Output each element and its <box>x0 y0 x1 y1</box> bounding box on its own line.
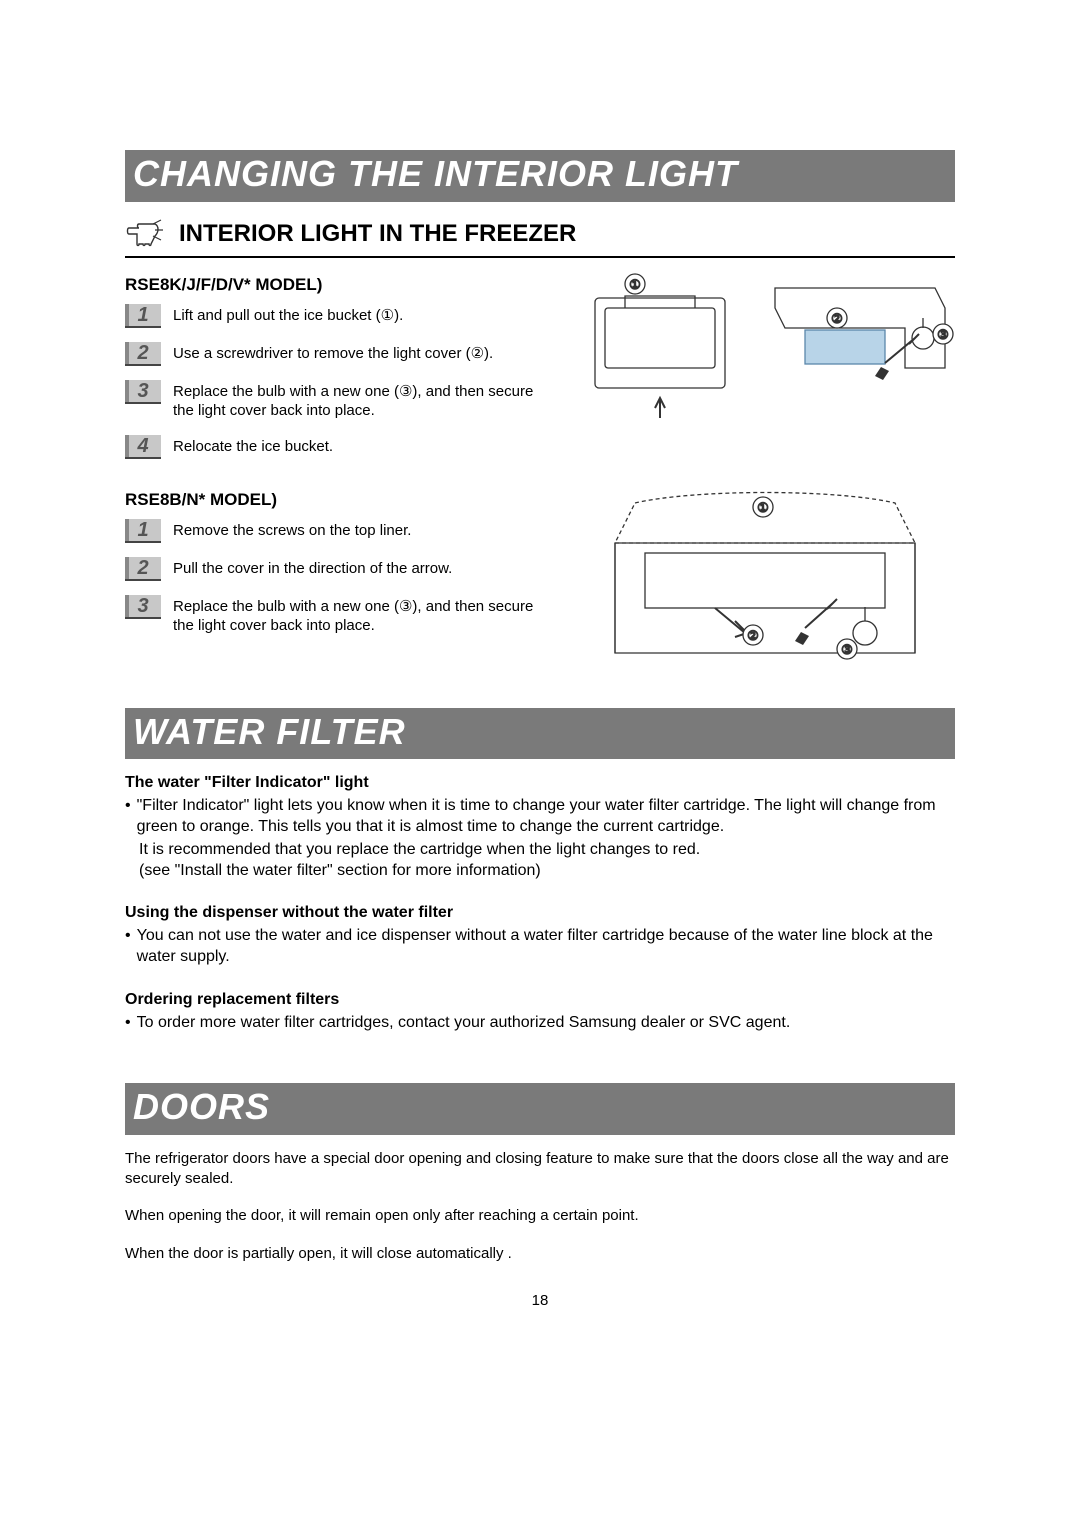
page-number: 18 <box>125 1291 955 1311</box>
section-title-water-filter: WATER FILTER <box>125 708 955 760</box>
svg-text:③: ③ <box>937 327 949 342</box>
step-text: Lift and pull out the ice bucket (①). <box>173 304 403 326</box>
model-a-heading: RSE8K/J/F/D/V* MODEL) <box>125 274 555 296</box>
diagram-model-b: ① ② ③ <box>575 483 955 673</box>
step-number-icon: 3 <box>125 380 161 404</box>
bullet-dot: • <box>125 926 131 968</box>
diagram-model-a: ① ② ③ <box>575 268 955 428</box>
svg-text:①: ① <box>757 500 769 515</box>
step-number-icon: 1 <box>125 519 161 543</box>
step-number-icon: 3 <box>125 595 161 619</box>
paragraph-text: The refrigerator doors have a special do… <box>125 1149 955 1188</box>
step-row: 2 Use a screwdriver to remove the light … <box>125 342 555 366</box>
step-text: Pull the cover in the direction of the a… <box>173 557 452 579</box>
pointing-hand-icon <box>125 216 169 252</box>
step-number-icon: 4 <box>125 435 161 459</box>
paragraph-block: Using the dispenser without the water fi… <box>125 903 955 967</box>
paragraph-heading: Ordering replacement filters <box>125 990 955 1011</box>
model-b-row: RSE8B/N* MODEL) 1 Remove the screws on t… <box>125 483 955 680</box>
paragraph-block: Ordering replacement filters • To order … <box>125 990 955 1034</box>
step-row: 3 Replace the bulb with a new one (③), a… <box>125 595 555 636</box>
paragraph-heading: The water "Filter Indicator" light <box>125 773 955 794</box>
paragraph-text: It is recommended that you replace the c… <box>139 840 955 861</box>
step-text: Replace the bulb with a new one (③), and… <box>173 380 555 421</box>
model-a-row: RSE8K/J/F/D/V* MODEL) 1 Lift and pull ou… <box>125 268 955 473</box>
paragraph-text: "Filter Indicator" light lets you know w… <box>137 796 955 838</box>
step-number-icon: 2 <box>125 557 161 581</box>
step-text: Relocate the ice bucket. <box>173 435 333 457</box>
svg-text:①: ① <box>629 277 641 292</box>
step-number-icon: 1 <box>125 304 161 328</box>
step-text: Replace the bulb with a new one (③), and… <box>173 595 555 636</box>
svg-text:②: ② <box>831 311 843 326</box>
svg-text:②: ② <box>747 628 759 643</box>
paragraph-text: You can not use the water and ice dispen… <box>137 926 955 968</box>
model-b-heading: RSE8B/N* MODEL) <box>125 489 555 511</box>
step-row: 1 Lift and pull out the ice bucket (①). <box>125 304 555 328</box>
paragraph-text: When the door is partially open, it will… <box>125 1244 955 1264</box>
paragraph-text: (see "Install the water filter" section … <box>139 861 955 882</box>
subsection-row: INTERIOR LIGHT IN THE FREEZER <box>125 216 955 258</box>
paragraph-text: When opening the door, it will remain op… <box>125 1206 955 1226</box>
step-text: Remove the screws on the top liner. <box>173 519 411 541</box>
step-row: 4 Relocate the ice bucket. <box>125 435 555 459</box>
step-row: 1 Remove the screws on the top liner. <box>125 519 555 543</box>
paragraph-heading: Using the dispenser without the water fi… <box>125 903 955 924</box>
paragraph-block: The water "Filter Indicator" light • "Fi… <box>125 773 955 881</box>
step-number-icon: 2 <box>125 342 161 366</box>
step-text: Use a screwdriver to remove the light co… <box>173 342 493 364</box>
bullet-dot: • <box>125 796 131 838</box>
section-title-doors: DOORS <box>125 1083 955 1135</box>
svg-text:③: ③ <box>841 642 853 657</box>
subsection-title-interior-light-freezer: INTERIOR LIGHT IN THE FREEZER <box>179 218 576 249</box>
bullet-dot: • <box>125 1013 131 1034</box>
step-row: 3 Replace the bulb with a new one (③), a… <box>125 380 555 421</box>
paragraph-text: To order more water filter cartridges, c… <box>137 1013 955 1034</box>
step-row: 2 Pull the cover in the direction of the… <box>125 557 555 581</box>
section-title-changing-light: CHANGING THE INTERIOR LIGHT <box>125 150 955 202</box>
